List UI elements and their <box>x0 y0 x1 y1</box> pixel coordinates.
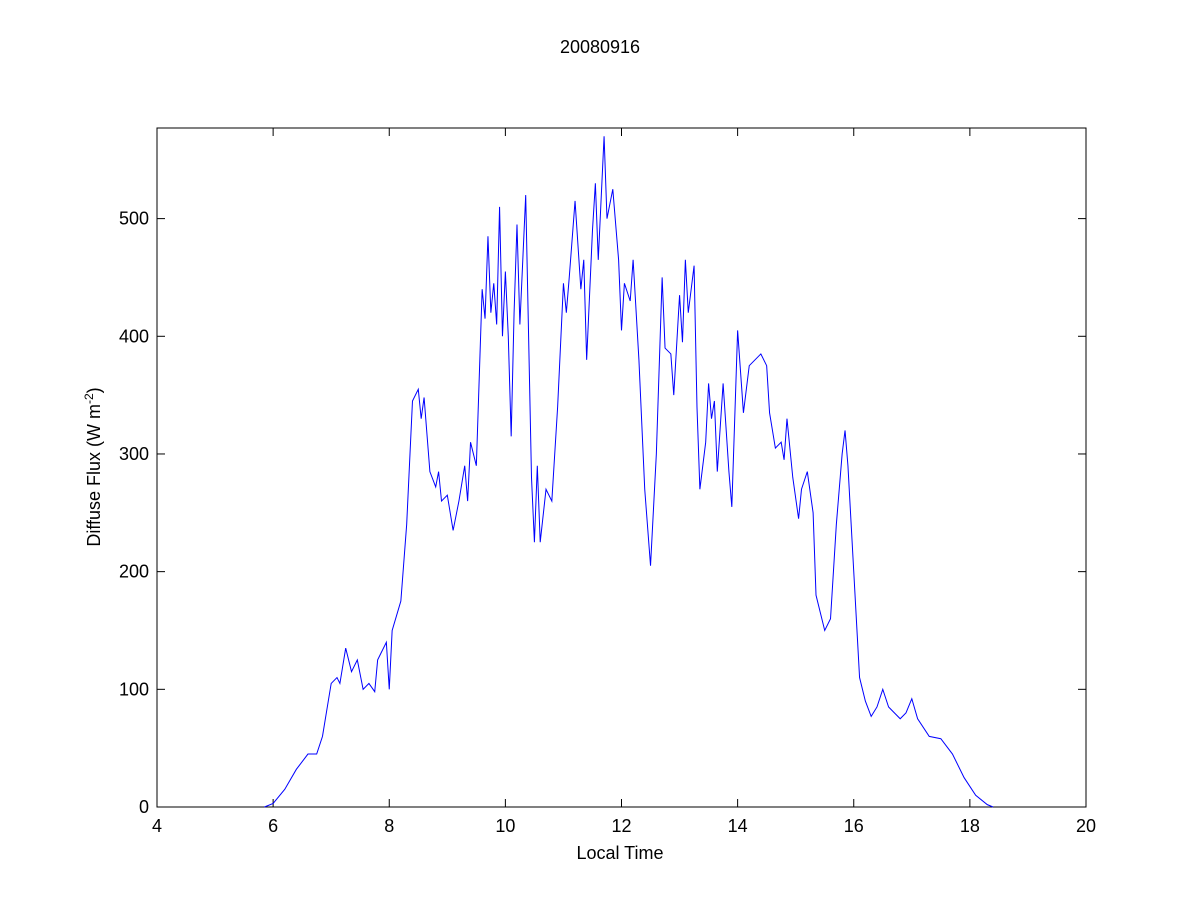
axes-box <box>156 127 1087 808</box>
y-tick-label: 300 <box>119 444 149 464</box>
y-tick-label: 200 <box>119 562 149 582</box>
y-axis-label-main: Diffuse Flux (W m <box>84 404 104 547</box>
chart-title: 20080916 <box>560 37 640 57</box>
x-tick-label: 12 <box>611 816 631 836</box>
x-tick-label: 18 <box>960 816 980 836</box>
x-tick-label: 14 <box>728 816 748 836</box>
x-axis-label: Local Time <box>576 843 663 863</box>
x-tick-label: 20 <box>1076 816 1096 836</box>
y-axis-label: Diffuse Flux (W m-2) <box>82 387 104 546</box>
data-line <box>264 136 994 808</box>
y-axis-label-end: ) <box>84 387 104 393</box>
x-tick-label: 16 <box>844 816 864 836</box>
y-tick-label: 0 <box>139 797 149 817</box>
y-axis-label-sup: -2 <box>82 393 96 404</box>
y-tick-label: 500 <box>119 209 149 229</box>
y-tick-label: 100 <box>119 679 149 699</box>
x-tick-label: 10 <box>495 816 515 836</box>
x-tick-label: 8 <box>384 816 394 836</box>
x-tick-label: 6 <box>268 816 278 836</box>
y-tick-label: 400 <box>119 326 149 346</box>
x-tick-label: 4 <box>152 816 162 836</box>
